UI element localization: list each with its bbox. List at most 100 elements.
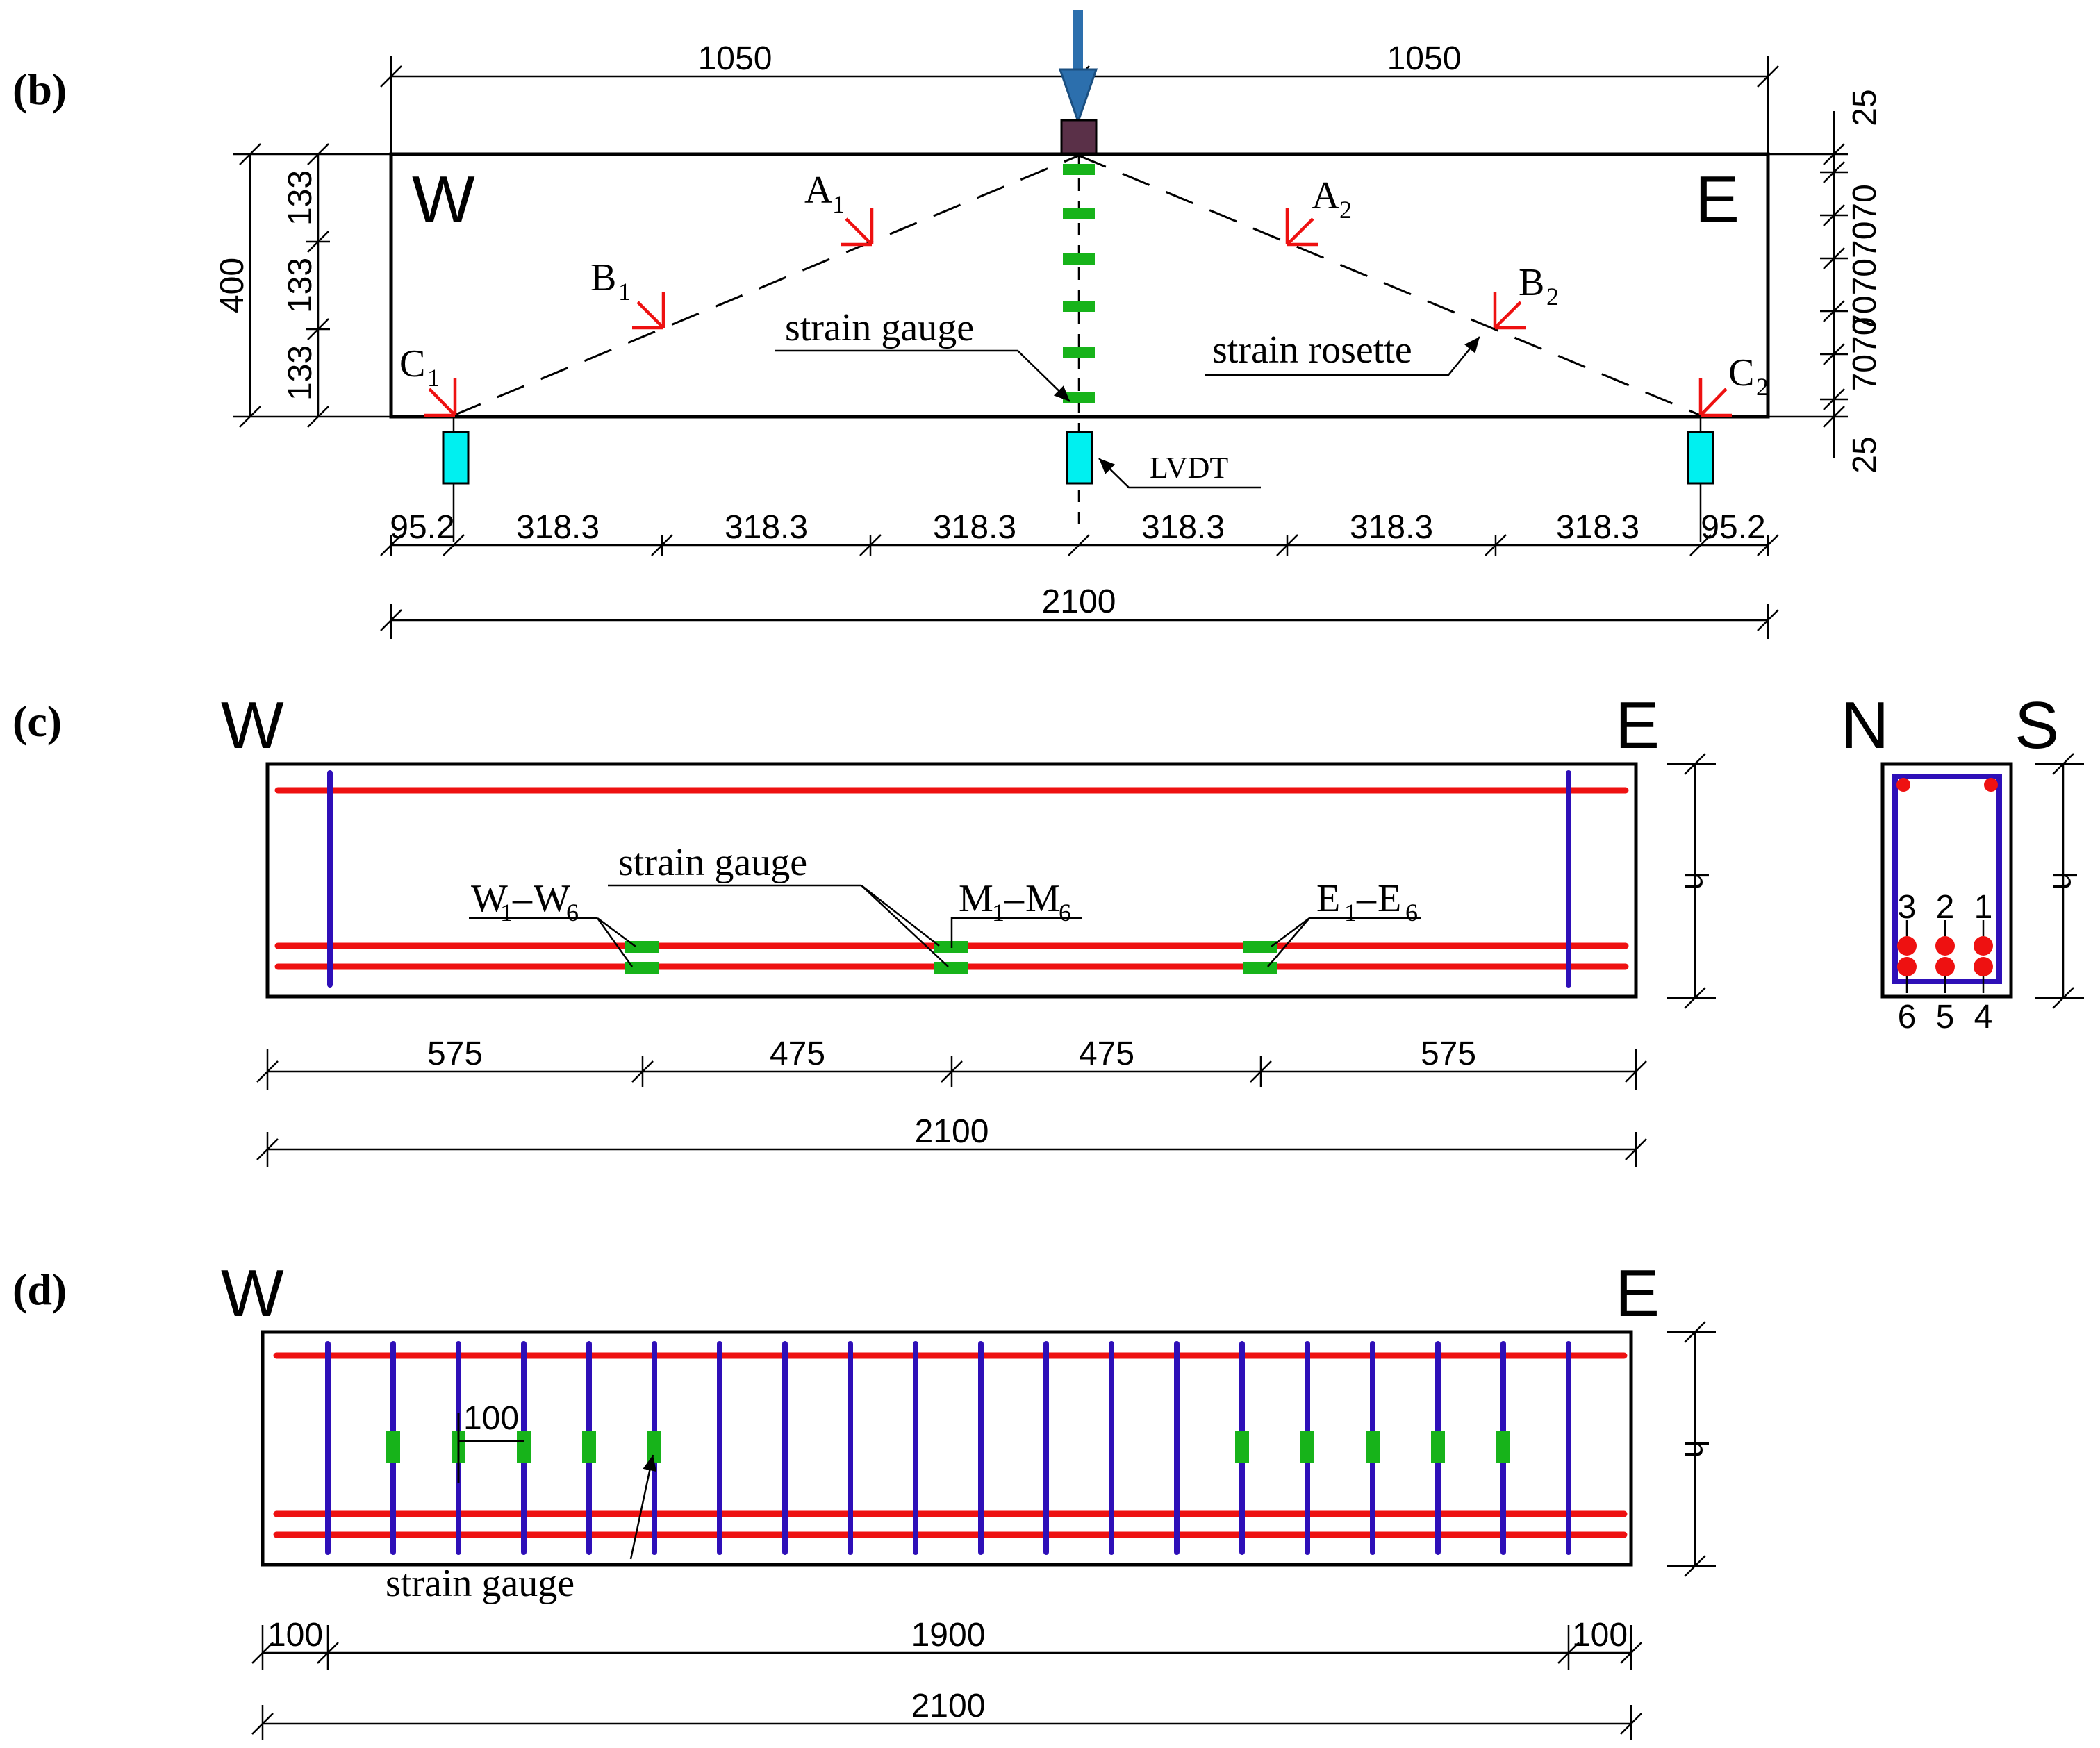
strain-gauge-label-d: strain gauge [386,1562,574,1605]
h-dimension-d: h [1667,1321,1716,1577]
spacing-dimension: 100 [457,1400,524,1483]
svg-text:475: 475 [770,1035,825,1072]
panel-c-label: (c) [13,697,62,746]
strain-gauge [582,1431,596,1463]
strain-gauge-label: strain gauge [785,306,974,349]
strain-gauge [386,1431,400,1463]
svg-text:575: 575 [427,1035,483,1072]
svg-text:A: A [804,169,833,212]
svg-text:C: C [1728,351,1754,394]
beam-longitudinal-section [265,762,1638,999]
strain-gauge [1063,301,1095,312]
svg-text:318.3: 318.3 [516,509,600,546]
svg-text:M: M [1025,877,1060,920]
svg-text:4: 4 [1974,999,1993,1035]
svg-text:W: W [471,877,508,920]
rosette-a1: A 1 [804,169,874,247]
bottom-span-dimensions: 95.2 318.3 318.3 318.3 318.3 318.3 318.3… [380,509,1779,639]
svg-text:318.3: 318.3 [933,509,1016,546]
svg-text:5: 5 [1936,999,1955,1035]
svg-text:318.3: 318.3 [1141,509,1225,546]
svg-text:W: W [534,877,570,920]
svg-text:–: – [512,877,533,920]
svg-text:100: 100 [1572,1617,1628,1654]
rosette-b2: B 2 [1493,261,1559,330]
strain-gauge [1431,1431,1445,1463]
load-arrow [1058,10,1098,125]
label-east: E [1695,163,1739,237]
svg-text:318.3: 318.3 [1350,509,1433,546]
dim-right-mid: 70707070 [1846,184,1883,333]
label-east-d: E [1615,1256,1660,1331]
lvdt-mid [1066,431,1093,485]
strain-gauge [1063,392,1095,403]
group-label-west: W 1 – W 6 [469,877,636,967]
svg-text:M: M [959,877,993,920]
svg-text:2: 2 [1936,889,1955,926]
svg-text:1: 1 [1974,889,1993,926]
dim-total-d: 2100 [911,1688,986,1724]
svg-text:6: 6 [1405,899,1418,926]
panel-d: (d) W E [13,1256,1716,1740]
svg-text:133: 133 [282,170,319,226]
svg-text:B: B [1519,261,1544,304]
label-east-c: E [1615,688,1660,763]
right-dimensions: 25 70707070 7070 25 [1768,89,1883,474]
svg-text:h: h [1677,872,1714,890]
left-dimensions: 400 133 133 133 [214,143,391,428]
rosette-a2: A 2 [1285,174,1352,247]
svg-text:6: 6 [1059,899,1071,926]
group-label-east: E 1 – E 6 [1267,877,1421,967]
strain-gauge [1235,1431,1249,1463]
label-north: N [1841,688,1889,763]
svg-text:B: B [590,256,616,299]
beam-stirrup-layout [261,1330,1633,1567]
lvdt-supports: LVDT [442,417,1714,542]
label-west: W [412,163,475,237]
strain-gauge [1063,208,1095,219]
svg-text:–: – [1356,877,1377,920]
strain-rosette-label: strain rosette [1212,328,1412,372]
strut-line-west [453,154,1080,417]
span-dimensions-c: 575 475 475 575 2100 [256,1035,1647,1167]
strain-gauge [1063,347,1095,358]
midspan-gauges [1063,164,1095,403]
lvdt-west [442,431,470,485]
svg-text:318.3: 318.3 [1556,509,1639,546]
label-west-d: W [221,1256,284,1331]
dim-right-mid2: 7070 [1846,317,1883,392]
strain-gauge-leader [775,349,1070,402]
strain-gauge [1366,1431,1380,1463]
load-plate [1060,119,1098,156]
svg-text:1: 1 [618,278,631,306]
dim-total-c: 2100 [915,1113,989,1150]
svg-text:318.3: 318.3 [725,509,808,546]
svg-text:E: E [1378,877,1401,920]
svg-text:C: C [399,342,425,385]
label-west-c: W [221,688,284,763]
lvdt-label: LVDT [1150,451,1228,485]
panel-c: (c) W E strain gauge W 1 [13,688,2084,1167]
svg-text:1: 1 [500,899,513,926]
strain-gauge [1496,1431,1510,1463]
cross-section: N S 3 2 1 6 5 4 [1841,688,2084,1035]
strain-gauge [647,1431,661,1463]
strain-rosette-leader [1205,336,1480,376]
dim-right-top: 25 [1846,89,1883,126]
lvdt-east [1687,431,1714,485]
rosette-c2: C 2 [1698,351,1769,417]
label-south: S [2015,688,2059,763]
svg-text:E: E [1316,877,1340,920]
gauge-group-west [625,941,659,974]
panel-d-label: (d) [13,1265,67,1314]
svg-text:100: 100 [267,1617,323,1654]
svg-text:A: A [1312,174,1340,217]
group-label-mid: M 1 – M 6 [950,877,1082,948]
svg-text:h: h [1677,1440,1714,1458]
svg-text:133: 133 [282,258,319,313]
beam-elevation [389,152,1770,419]
panel-b-label: (b) [13,65,67,114]
rosette-b1: B 1 [590,256,665,330]
svg-text:475: 475 [1079,1035,1134,1072]
svg-text:1: 1 [427,364,440,392]
